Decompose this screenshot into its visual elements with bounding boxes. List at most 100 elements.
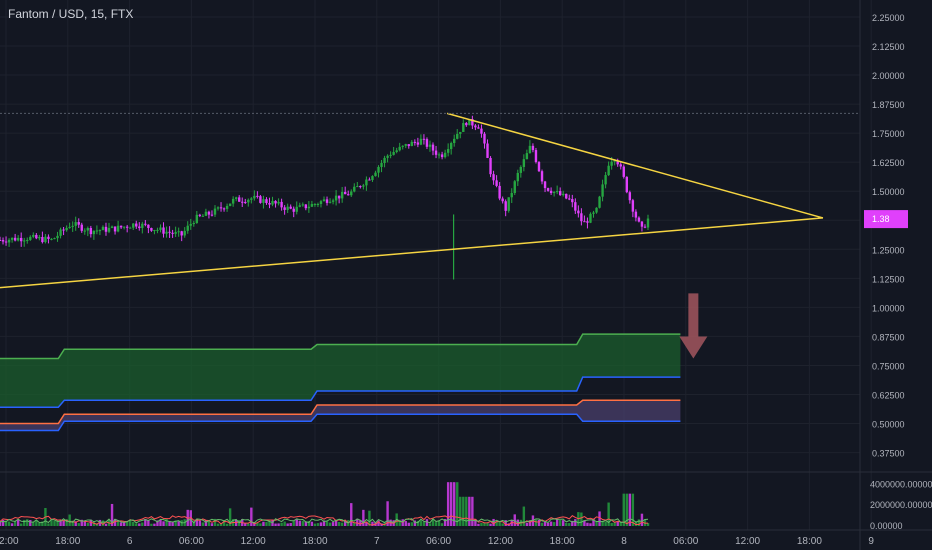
- volume-bar: [398, 519, 401, 526]
- annotation-arrow[interactable]: [679, 293, 708, 359]
- candle-body: [401, 145, 404, 147]
- candle-body: [280, 201, 283, 208]
- volume-bar: [574, 519, 577, 526]
- price-tick-label: 1.75000: [872, 129, 905, 139]
- volume-bar: [38, 522, 41, 526]
- candle-body: [271, 200, 274, 205]
- volume-bar: [616, 521, 619, 526]
- volume-ma-green: [0, 518, 649, 524]
- candle-body: [592, 212, 595, 214]
- candle-body: [431, 144, 435, 151]
- volume-axis[interactable]: 4000000.00000 2000000.00000 0.00000: [870, 479, 932, 531]
- volume-bar: [498, 522, 501, 526]
- volume-bar: [628, 493, 632, 526]
- candles: [0, 115, 650, 280]
- candle-body: [516, 172, 519, 182]
- candle-body: [313, 204, 317, 206]
- candle-body: [207, 211, 211, 215]
- candle-body: [138, 226, 141, 229]
- volume-bar: [316, 523, 320, 526]
- candle-body: [322, 199, 326, 202]
- candle-body: [528, 145, 532, 154]
- volume-bar: [637, 519, 641, 526]
- price-tick-label: 2.12500: [872, 42, 905, 52]
- candle-body: [274, 200, 277, 204]
- volume-bar: [428, 523, 432, 526]
- volume-bar: [340, 522, 344, 526]
- volume-bar: [280, 522, 283, 526]
- candle-body: [416, 142, 420, 145]
- candle-body: [525, 153, 529, 160]
- time-tick-label: 12:00: [488, 536, 513, 547]
- candle-body: [519, 166, 523, 173]
- volume-bar: [631, 493, 635, 526]
- volume-bar: [62, 520, 65, 526]
- candle-body: [437, 154, 441, 156]
- candle-body: [552, 191, 556, 194]
- candle-body: [428, 144, 432, 147]
- candle-body: [607, 165, 610, 176]
- volume-tick-label: 4000000.00000: [870, 479, 932, 489]
- candle-body: [132, 223, 135, 228]
- volume-bar: [456, 482, 459, 526]
- candle-body: [319, 201, 323, 205]
- candle-body: [32, 234, 35, 237]
- volume-bar: [377, 520, 380, 526]
- candle-body: [222, 208, 226, 210]
- candle-body: [104, 226, 108, 232]
- candle-body: [580, 213, 583, 222]
- candle-body: [68, 226, 71, 228]
- volume-bar: [13, 521, 17, 526]
- volume-bar: [601, 520, 604, 526]
- time-tick-label: 7: [374, 536, 380, 547]
- volume-bar: [195, 519, 199, 526]
- candle-body: [543, 181, 547, 189]
- candle-body: [29, 236, 32, 240]
- volume-bar: [607, 502, 610, 526]
- volume-bar: [422, 521, 426, 526]
- candle-body: [171, 232, 174, 234]
- candle-body: [168, 231, 171, 233]
- volume-bar: [274, 523, 277, 526]
- price-axis[interactable]: 2.25000 2.12500 2.00000 1.87500 1.75000 1.625…: [864, 13, 908, 459]
- candle-body: [353, 186, 356, 192]
- volume-bar: [613, 522, 616, 526]
- volume-bar: [462, 496, 465, 526]
- candle-body: [129, 227, 132, 229]
- volume-bar: [386, 501, 389, 526]
- candle-body: [480, 128, 483, 134]
- volume-bar: [407, 522, 410, 526]
- candle-body: [522, 159, 526, 167]
- volume-bar: [262, 521, 265, 526]
- candle-body: [434, 150, 438, 155]
- volume-bar: [552, 522, 556, 526]
- candle-body: [531, 145, 535, 151]
- indicator-bands: [0, 333, 681, 432]
- volume-bar: [59, 520, 62, 526]
- candle-body: [383, 157, 386, 164]
- volume-bar: [353, 522, 356, 526]
- volume-bar: [286, 523, 289, 526]
- volume-bar: [101, 520, 105, 526]
- trendlines[interactable]: [0, 112, 860, 289]
- candle-body: [35, 234, 38, 239]
- time-tick-label: 18:00: [302, 536, 327, 547]
- candle-body: [574, 202, 577, 211]
- volume-tick-label: 0.00000: [870, 521, 903, 531]
- candle-body: [192, 222, 195, 225]
- candle-body: [604, 175, 607, 185]
- volume-bar: [92, 522, 96, 526]
- volume-bar: [565, 522, 568, 526]
- candle-body: [165, 231, 168, 234]
- candle-body: [0, 240, 2, 241]
- volume-bar: [595, 520, 598, 526]
- candle-body: [389, 154, 392, 156]
- candle-body: [292, 208, 295, 212]
- time-axis[interactable]: 12:00 18:00 6 06:00 12:00 18:00 7 06:00 12:00 18:…: [0, 529, 932, 547]
- candle-body: [268, 203, 271, 205]
- volume-bar: [7, 521, 11, 526]
- volume-bar: [23, 519, 26, 526]
- volume-bar: [228, 508, 232, 526]
- volume-bar: [365, 521, 368, 526]
